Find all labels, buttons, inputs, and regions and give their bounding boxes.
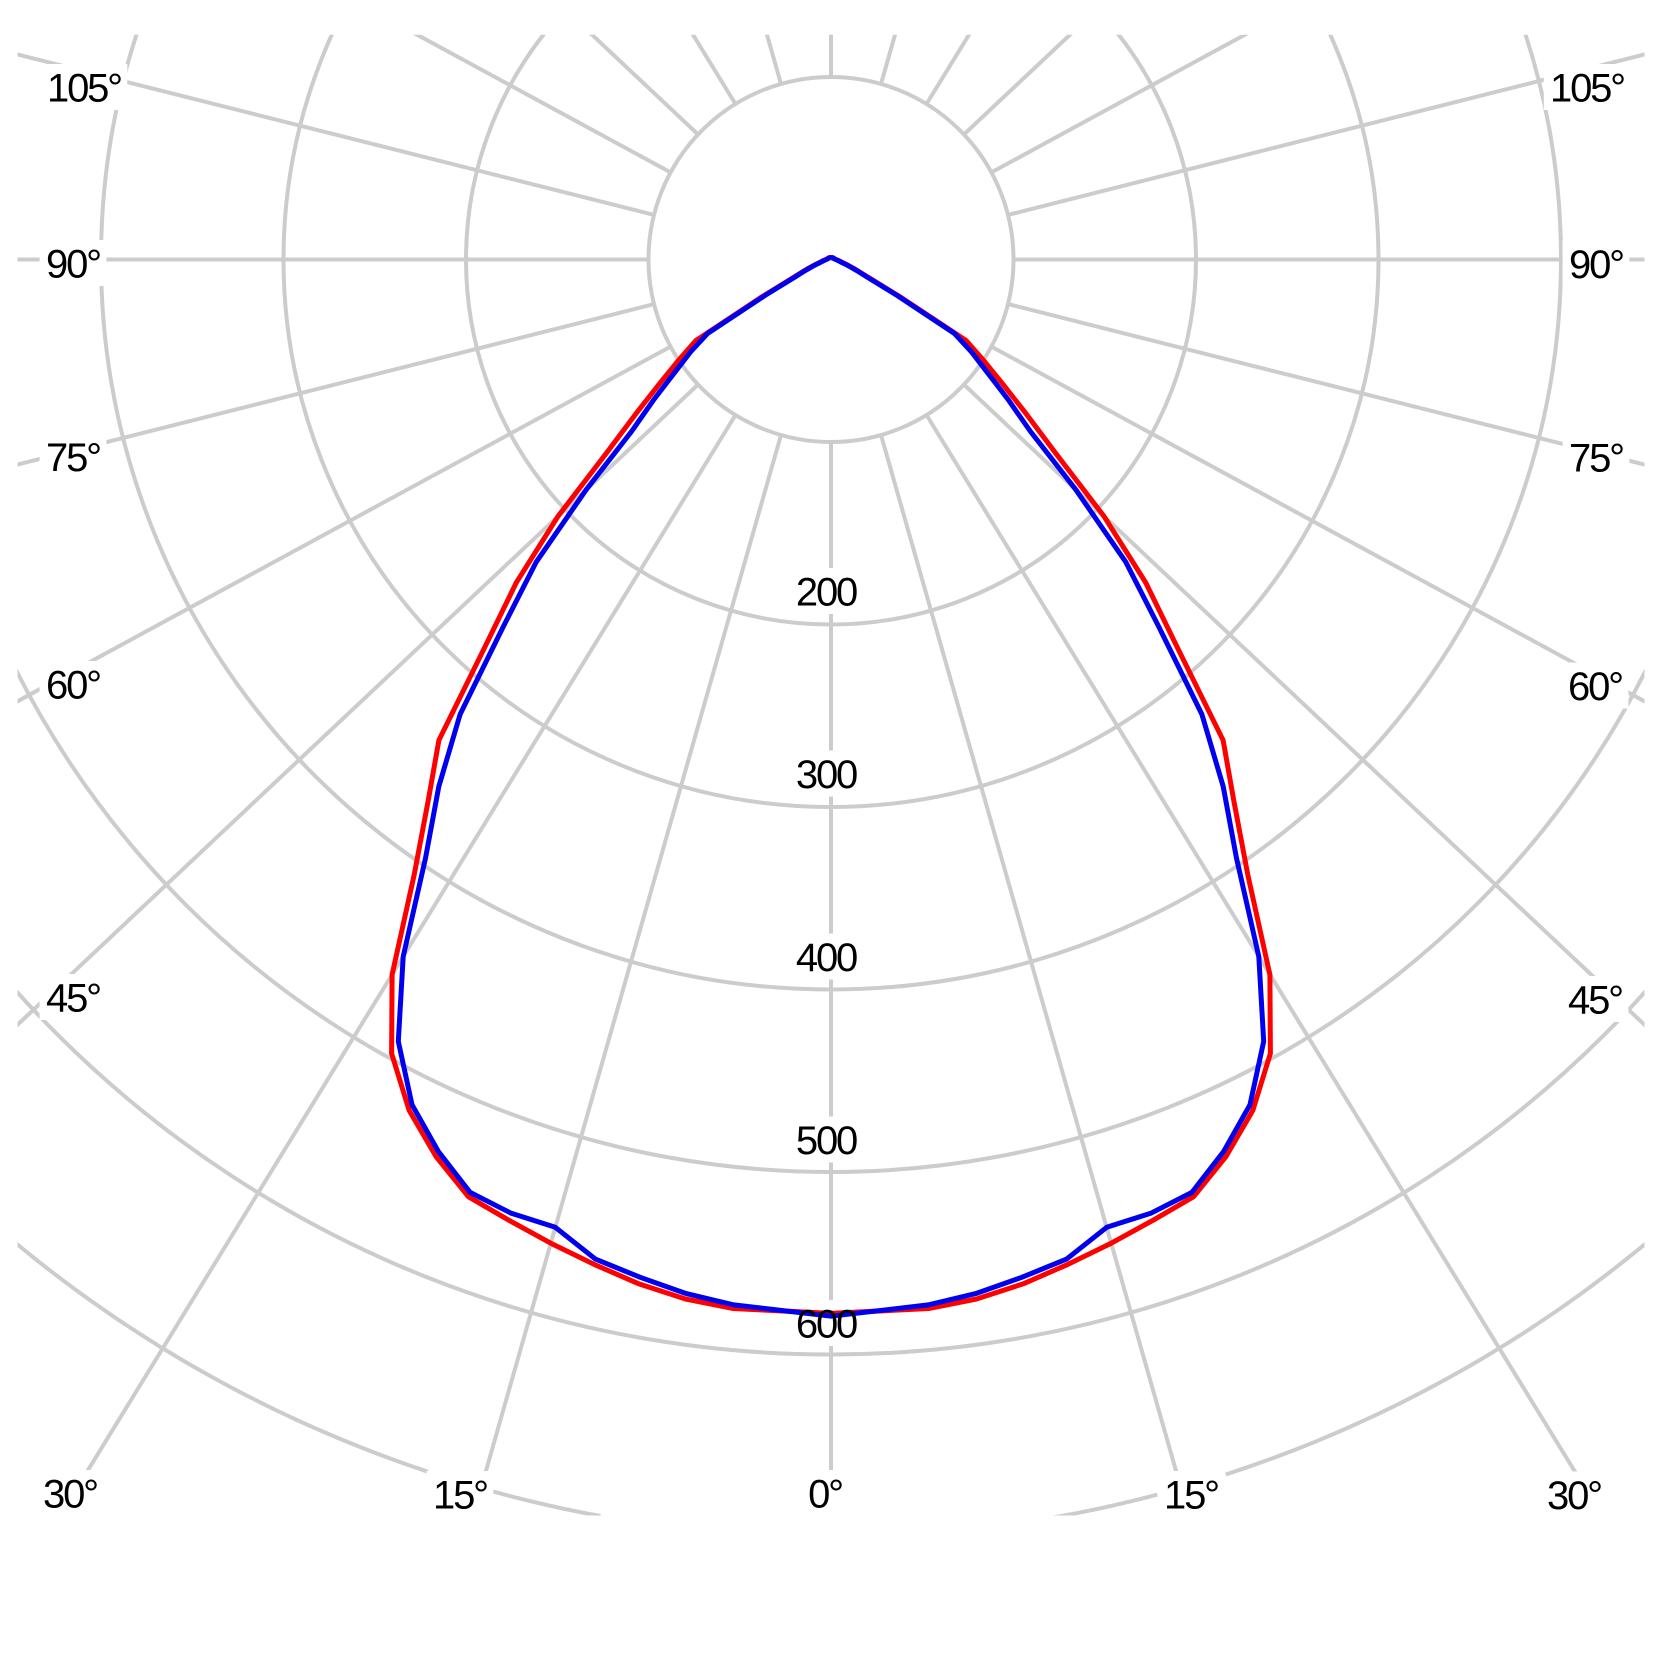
svg-text:15°: 15° xyxy=(433,1474,487,1518)
svg-text:600: 600 xyxy=(796,1303,857,1347)
svg-text:300: 300 xyxy=(796,753,857,797)
svg-text:45°: 45° xyxy=(1568,979,1622,1023)
svg-text:0°: 0° xyxy=(808,1473,842,1517)
svg-text:500: 500 xyxy=(796,1119,857,1163)
svg-text:200: 200 xyxy=(796,571,857,615)
svg-text:400: 400 xyxy=(796,936,857,980)
svg-text:90°: 90° xyxy=(46,243,100,287)
svg-text:30°: 30° xyxy=(1547,1474,1601,1518)
svg-text:15°: 15° xyxy=(1164,1474,1218,1518)
svg-text:105°: 105° xyxy=(47,67,121,111)
svg-text:75°: 75° xyxy=(46,436,100,480)
svg-text:90°: 90° xyxy=(1569,243,1623,287)
svg-text:75°: 75° xyxy=(1569,437,1623,481)
svg-text:60°: 60° xyxy=(46,664,100,708)
svg-text:105°: 105° xyxy=(1550,67,1624,111)
svg-text:60°: 60° xyxy=(1568,665,1622,709)
svg-text:45°: 45° xyxy=(46,977,100,1021)
svg-text:30°: 30° xyxy=(43,1473,97,1517)
